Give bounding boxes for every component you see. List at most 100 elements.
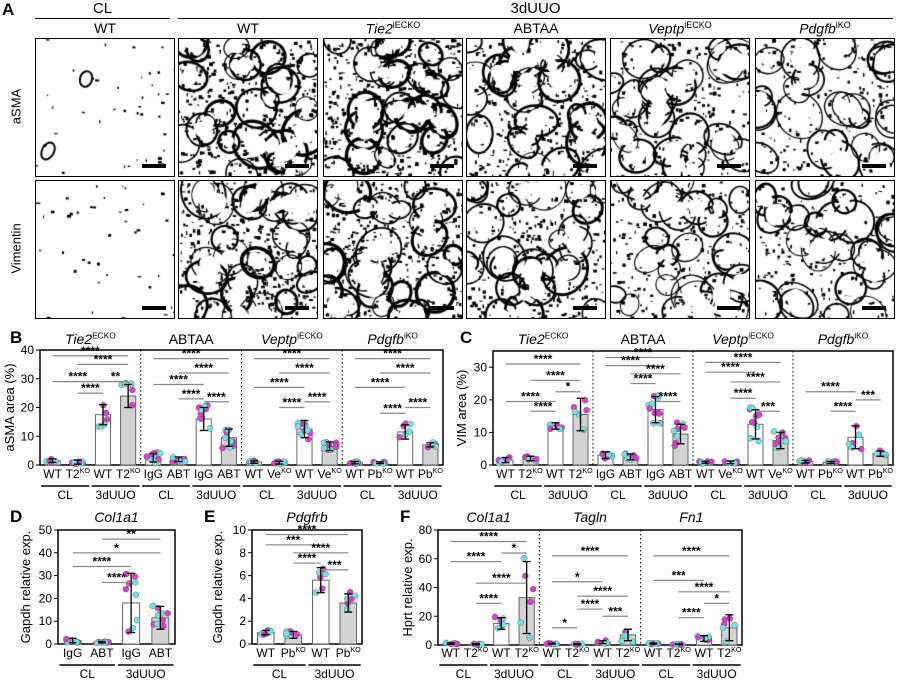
significance-label: ** <box>126 527 136 541</box>
significance-label: * <box>714 591 719 605</box>
bar-label: WT <box>94 467 113 481</box>
bar-label-text: WT <box>746 467 765 481</box>
significance-label: **** <box>169 373 188 387</box>
significance-label: **** <box>734 350 753 364</box>
group-label: CL <box>259 488 275 502</box>
data-point <box>343 605 351 613</box>
column-label-sup: iKO <box>835 20 851 30</box>
bar-label: T2KO <box>66 466 91 481</box>
bar-label: WT <box>496 467 515 481</box>
group-label-text: CL <box>272 667 288 681</box>
column-label-name: Tie2 <box>365 20 393 37</box>
data-point <box>632 454 640 462</box>
scale-bar <box>430 306 454 310</box>
group-label-text: 3dUUO <box>697 667 737 681</box>
significance-label: **** <box>581 544 600 558</box>
data-point <box>681 424 688 431</box>
y-tick-label: 0 <box>425 638 432 652</box>
significance-label: **** <box>308 390 327 404</box>
bar-label: ABT <box>90 646 114 660</box>
significance-label: **** <box>311 541 330 555</box>
bar-label: WT <box>546 467 565 481</box>
bar-label-text: WT <box>245 467 264 481</box>
bar-label-text: WT <box>546 467 565 481</box>
section-title: PdgfbiKO <box>367 330 418 347</box>
bar-label-sup: KO <box>532 466 543 475</box>
significance-label: **** <box>695 580 714 594</box>
y-tick-label: 10 <box>39 614 53 628</box>
bar-label-text: Pb <box>367 467 382 481</box>
significance-label: *** <box>286 533 300 547</box>
significance-label-text: **** <box>534 399 553 413</box>
y-tick-label: 30 <box>21 372 35 386</box>
data-point <box>522 572 529 580</box>
data-point <box>131 573 139 580</box>
micrograph-vimentin-3 <box>466 180 606 319</box>
significance-label: **** <box>467 550 486 564</box>
significance-label-text: **** <box>295 361 314 375</box>
bar-label: PbKO <box>818 466 843 481</box>
y-axis-label: Gapdh relative exp. <box>210 531 225 644</box>
scale-bar <box>573 306 597 310</box>
significance-label-text: **** <box>621 354 640 368</box>
data-point <box>206 425 214 432</box>
significance-label: **** <box>721 360 740 374</box>
y-tick-label-text: 0 <box>45 637 52 651</box>
bar-label-text: T2 <box>116 467 130 481</box>
bar-label: WT <box>644 646 663 660</box>
y-tick-label: 40 <box>39 546 53 560</box>
panel-letter-b: B <box>10 328 22 347</box>
column-label-3: ABTAA <box>466 20 606 36</box>
data-point <box>129 386 136 394</box>
y-tick-label: 4 <box>239 591 246 605</box>
data-point <box>156 450 164 457</box>
y-tick-label-text: 10 <box>474 425 488 439</box>
bar-label-text: WT <box>644 646 663 660</box>
group-label-text: CL <box>456 667 472 681</box>
section-title: Pdgfrb <box>286 509 327 525</box>
group-label: CL <box>456 667 472 681</box>
group-label: CL <box>80 667 96 681</box>
significance-label: **** <box>593 584 612 598</box>
significance-label: **** <box>207 390 226 404</box>
group-header-cl: CL <box>92 0 113 17</box>
significance-label-text: **** <box>593 584 612 598</box>
significance-label-text: **** <box>311 541 330 555</box>
data-point <box>723 638 730 645</box>
significance-label: **** <box>621 354 640 368</box>
bar-label: VeKO <box>768 466 793 481</box>
y-axis-label-text: Gapdh relative exp. <box>210 531 225 644</box>
group-label: 3dUUO <box>96 488 136 502</box>
panel-letter-c-text: C <box>460 328 472 347</box>
bar-label-text: WT <box>846 467 865 481</box>
significance-label-text: **** <box>821 380 840 394</box>
chart-c <box>489 350 894 487</box>
y-tick-label: 40 <box>419 581 433 595</box>
y-tick-label: 0 <box>239 637 246 651</box>
column-label-sup: iECKO <box>392 20 421 30</box>
y-tick-label-text: 0 <box>239 637 246 651</box>
bar-label-text: WT <box>311 646 330 660</box>
column-label-2: Tie2iECKO <box>323 20 463 37</box>
significance-label-text: **** <box>534 352 553 366</box>
bar-label-text: T2 <box>514 646 528 660</box>
section-title: Col1a1 <box>94 509 138 525</box>
data-point <box>219 444 226 452</box>
bar-label-text: WT <box>496 467 515 481</box>
data-point <box>491 613 499 621</box>
significance-label-text: **** <box>371 375 390 389</box>
group-label-text: 3dUUO <box>314 667 354 681</box>
significance-label: **** <box>283 347 302 361</box>
significance-label-text: **** <box>408 396 427 410</box>
significance-label-text: **** <box>734 350 753 364</box>
data-point <box>122 585 130 593</box>
data-point <box>332 443 340 450</box>
significance-label: * <box>575 570 580 584</box>
data-point <box>670 427 678 435</box>
bar-label-text: WT <box>346 467 365 481</box>
column-label-5: PdgfbiKO <box>755 20 895 37</box>
y-tick-label-text: 40 <box>39 546 53 560</box>
bar-label-sup: KO <box>731 645 742 654</box>
significance-label-text: **** <box>182 387 201 401</box>
micrograph-vimentin-1 <box>178 180 318 319</box>
